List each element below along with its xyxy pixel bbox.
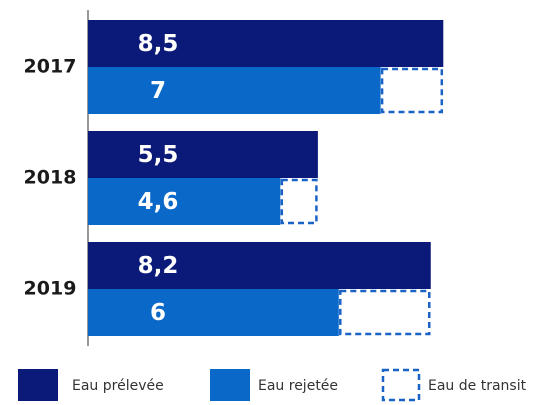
legend-swatch (381, 368, 421, 402)
data-label: 8,2 (138, 253, 179, 279)
legend-label: Eau de transit (428, 378, 527, 394)
y-tick-label: 2017 (24, 56, 77, 78)
bar (88, 131, 318, 178)
data-label: 6 (150, 300, 166, 326)
legend-swatch (210, 369, 250, 401)
data-label: 8,5 (138, 31, 179, 57)
y-tick-label: 2019 (24, 278, 77, 300)
data-label: 4,6 (138, 189, 179, 215)
legend-label: Eau prélevée (72, 378, 164, 394)
data-label: 7 (150, 78, 166, 104)
bar (88, 242, 431, 289)
bar (88, 67, 381, 114)
legend-label: Eau rejetée (258, 378, 338, 394)
bar (88, 20, 444, 67)
bar (88, 289, 339, 336)
bar (339, 289, 431, 336)
bar (88, 178, 281, 225)
legend-swatch (18, 369, 58, 401)
bar (280, 178, 318, 225)
data-label: 5,5 (138, 142, 179, 168)
bar (380, 67, 444, 114)
y-tick-label: 2018 (24, 167, 77, 189)
